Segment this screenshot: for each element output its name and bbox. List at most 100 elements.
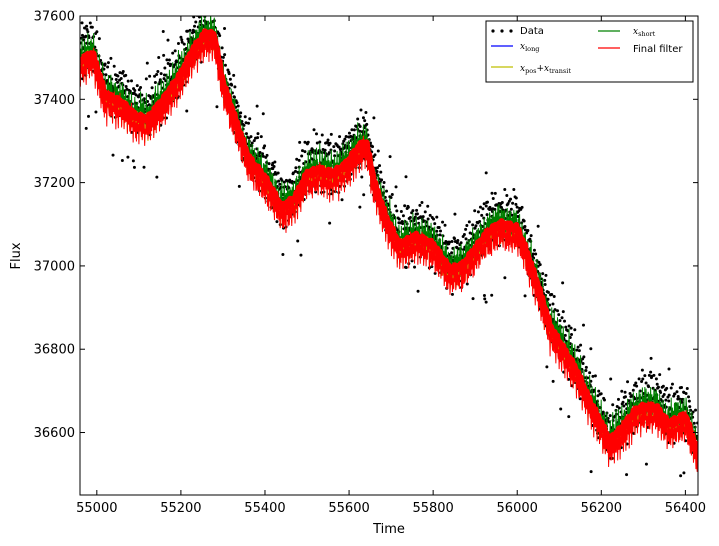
data-point bbox=[252, 139, 256, 143]
data-point bbox=[258, 150, 262, 154]
data-point bbox=[376, 149, 380, 153]
legend: Data xlong xpos+xtransit xshort Final fi… bbox=[485, 20, 694, 83]
data-point-outlier bbox=[644, 462, 648, 466]
data-point bbox=[356, 117, 360, 121]
data-point bbox=[118, 71, 122, 75]
x-tick-label-56000: 56000 bbox=[497, 501, 538, 516]
data-point bbox=[197, 16, 201, 19]
data-point bbox=[628, 391, 632, 395]
data-point bbox=[162, 53, 166, 57]
data-point bbox=[474, 224, 478, 228]
data-point bbox=[546, 297, 550, 301]
data-point bbox=[272, 165, 276, 169]
legend-label-data: Data bbox=[520, 26, 544, 37]
data-point bbox=[520, 205, 524, 209]
data-point bbox=[104, 73, 108, 77]
data-point bbox=[685, 386, 689, 390]
data-point bbox=[522, 219, 526, 223]
data-point bbox=[680, 386, 684, 390]
data-point bbox=[124, 73, 128, 77]
data-point bbox=[344, 134, 348, 138]
data-point-outlier bbox=[111, 153, 115, 157]
data-point-outlier bbox=[589, 347, 593, 351]
data-point bbox=[480, 213, 484, 217]
data-point bbox=[278, 182, 282, 186]
data-point bbox=[169, 62, 173, 66]
data-point bbox=[641, 377, 645, 381]
data-point bbox=[218, 34, 222, 38]
data-point bbox=[250, 141, 254, 145]
x-transit-subscript: transit bbox=[549, 67, 571, 75]
data-point bbox=[112, 64, 116, 68]
data-point bbox=[256, 132, 260, 136]
data-point-outlier bbox=[142, 165, 146, 169]
data-point bbox=[275, 220, 279, 224]
data-point bbox=[165, 58, 169, 62]
data-point-outlier bbox=[484, 300, 488, 304]
data-point-outlier bbox=[261, 112, 265, 116]
data-point-outlier bbox=[404, 175, 408, 179]
data-point bbox=[273, 160, 277, 164]
data-point bbox=[358, 124, 362, 128]
data-point-outlier bbox=[298, 140, 302, 144]
data-point bbox=[687, 399, 691, 403]
data-point-outlier bbox=[255, 104, 259, 108]
data-point bbox=[239, 111, 243, 115]
data-point bbox=[634, 381, 638, 385]
data-point bbox=[665, 386, 669, 390]
data-point bbox=[88, 21, 92, 25]
data-point bbox=[186, 29, 190, 33]
data-point bbox=[597, 389, 601, 393]
data-point bbox=[116, 74, 120, 78]
x-tick-label-55200: 55200 bbox=[160, 501, 201, 516]
data-point bbox=[385, 189, 389, 193]
data-point-outlier bbox=[223, 26, 227, 30]
data-point bbox=[401, 214, 405, 218]
data-point bbox=[428, 213, 432, 217]
data-point bbox=[85, 24, 89, 28]
data-point bbox=[687, 395, 691, 399]
y-axis-label: Flux bbox=[9, 242, 24, 269]
data-point bbox=[190, 31, 194, 35]
data-point bbox=[352, 128, 356, 132]
data-point-outlier bbox=[482, 294, 486, 298]
data-point bbox=[326, 138, 330, 142]
data-point-outlier bbox=[131, 159, 135, 163]
data-point bbox=[599, 392, 603, 396]
data-point bbox=[500, 200, 504, 204]
data-point bbox=[420, 200, 424, 204]
data-point bbox=[182, 42, 186, 46]
data-point bbox=[233, 85, 237, 89]
data-point bbox=[364, 110, 368, 114]
data-point bbox=[363, 119, 367, 123]
data-point bbox=[223, 53, 227, 57]
data-point bbox=[361, 116, 365, 120]
data-point bbox=[194, 20, 198, 24]
data-point bbox=[654, 377, 658, 381]
x-tick-label-56400: 56400 bbox=[665, 501, 706, 516]
x-tick-label-55400: 55400 bbox=[244, 501, 285, 516]
data-point bbox=[312, 128, 316, 132]
data-point bbox=[121, 70, 125, 74]
data-point bbox=[243, 115, 247, 119]
data-point bbox=[223, 63, 227, 67]
data-point bbox=[512, 188, 516, 192]
data-point bbox=[150, 86, 154, 90]
data-point bbox=[276, 171, 280, 175]
data-point bbox=[337, 145, 341, 149]
y-tick-label-36800: 36800 bbox=[34, 343, 75, 358]
data-point bbox=[667, 399, 671, 403]
data-point bbox=[514, 202, 518, 206]
data-point bbox=[379, 170, 383, 174]
x-tick-label-55000: 55000 bbox=[76, 501, 117, 516]
data-point bbox=[359, 108, 363, 112]
y-tick-label-37200: 37200 bbox=[34, 176, 75, 191]
data-point bbox=[297, 158, 301, 162]
data-point-outlier bbox=[503, 276, 507, 280]
data-point bbox=[462, 248, 466, 252]
data-point bbox=[467, 220, 471, 224]
data-point bbox=[611, 403, 615, 407]
data-point-outlier bbox=[157, 55, 161, 59]
data-point bbox=[443, 223, 447, 227]
